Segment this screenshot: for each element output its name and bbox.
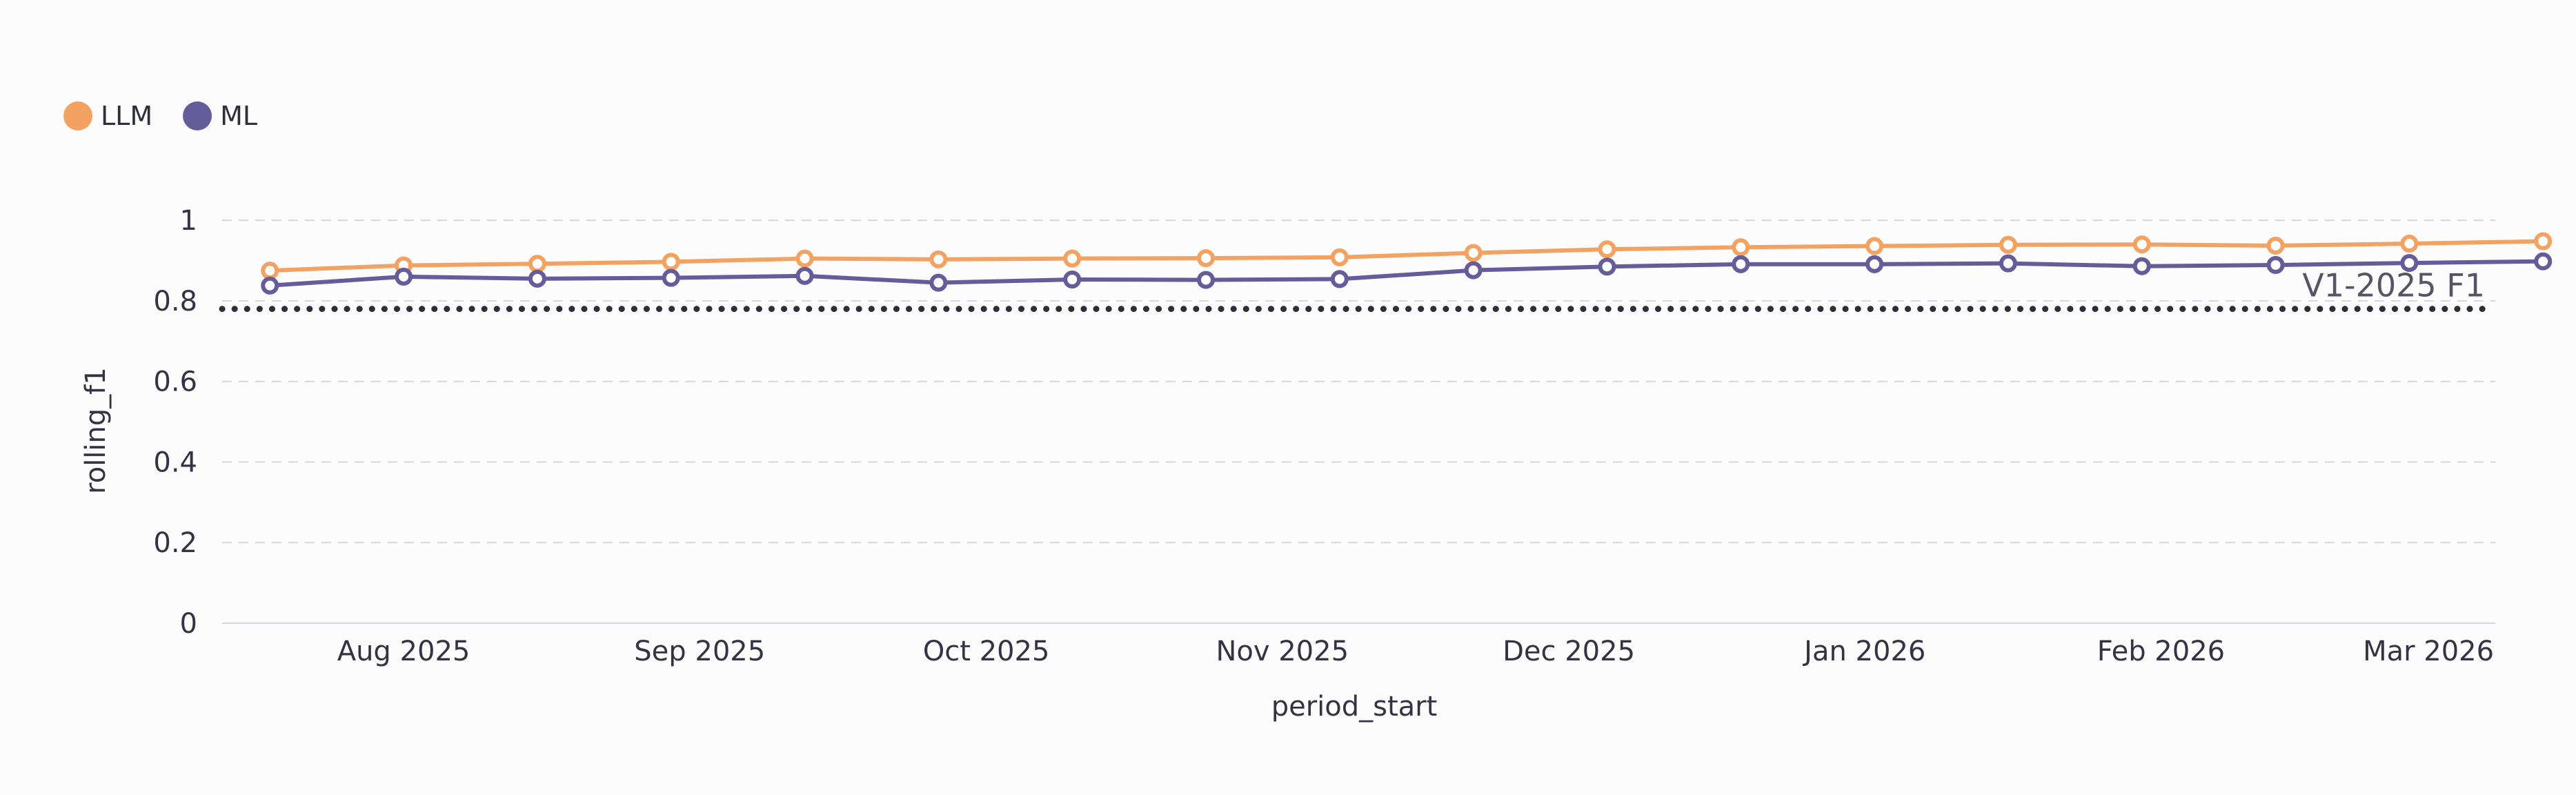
data-point-llm[interactable] <box>1999 235 2017 254</box>
x-axis-title: period_start <box>1271 691 1438 723</box>
data-point-llm[interactable] <box>662 253 680 271</box>
legend-swatch-llm-icon <box>63 101 92 130</box>
data-point-ml[interactable] <box>1464 261 1483 279</box>
legend-label-ml: ML <box>220 101 258 131</box>
y-tick-label: 0.4 <box>153 446 197 478</box>
series-llm <box>261 232 2553 280</box>
data-point-ml[interactable] <box>395 267 413 286</box>
x-tick-label: Dec 2025 <box>1503 636 1635 667</box>
y-tick-label: 0.6 <box>153 366 197 398</box>
data-point-ml[interactable] <box>1732 255 1750 273</box>
data-point-llm[interactable] <box>1732 238 1750 257</box>
data-point-llm[interactable] <box>2132 235 2151 254</box>
data-point-ml[interactable] <box>1330 270 1349 288</box>
data-point-ml[interactable] <box>929 273 948 292</box>
data-point-llm[interactable] <box>261 262 279 280</box>
data-point-llm[interactable] <box>1598 240 1616 259</box>
y-tick-label: 0 <box>180 608 197 640</box>
data-point-ml[interactable] <box>2400 254 2419 273</box>
x-tick-label: Mar 2026 <box>2363 636 2494 667</box>
data-point-ml[interactable] <box>795 266 814 285</box>
grid-layer <box>222 219 2495 544</box>
data-point-ml[interactable] <box>2534 252 2553 271</box>
data-point-ml[interactable] <box>1598 257 1616 276</box>
data-point-ml[interactable] <box>528 269 546 288</box>
data-point-llm[interactable] <box>1464 244 1483 262</box>
data-point-llm[interactable] <box>2400 235 2419 253</box>
data-point-llm[interactable] <box>929 250 948 268</box>
data-point-ml[interactable] <box>1865 255 1884 273</box>
legend-label-llm: LLM <box>101 101 153 131</box>
legend-item-ml[interactable]: ML <box>183 101 257 130</box>
x-tick-label: Aug 2025 <box>337 636 470 667</box>
data-point-llm[interactable] <box>1865 237 1884 255</box>
label-layer: V1-2025 F1 <box>2302 267 2485 304</box>
axis-layer: 0 0.2 0.4 0.6 0.8 1 Aug 2025 Sep 2025 Oct 2025 No… <box>80 205 2495 723</box>
x-tick-label: Sep 2025 <box>634 636 765 667</box>
x-tick-label: Jan 2026 <box>1802 636 1925 667</box>
data-point-llm[interactable] <box>1063 249 1082 268</box>
x-tick-label: Nov 2025 <box>1216 636 1349 667</box>
data-point-ml[interactable] <box>1063 271 1082 289</box>
series-ml <box>261 252 2553 295</box>
data-point-ml[interactable] <box>1196 271 1215 289</box>
data-point-llm[interactable] <box>2266 236 2285 255</box>
data-point-ml[interactable] <box>2266 255 2285 274</box>
data-point-ml[interactable] <box>1999 254 2017 273</box>
data-point-llm[interactable] <box>528 255 546 273</box>
y-tick-label: 1 <box>180 205 197 237</box>
reference-line-label: V1-2025 F1 <box>2302 267 2485 304</box>
data-point-llm[interactable] <box>1196 249 1215 268</box>
data-point-ml[interactable] <box>662 268 680 287</box>
y-tick-label: 0.8 <box>153 286 197 317</box>
data-point-llm[interactable] <box>2534 232 2553 251</box>
data-point-ml[interactable] <box>261 276 279 295</box>
y-axis-title: rolling_f1 <box>80 367 112 494</box>
series-layer <box>261 232 2553 295</box>
series-line-ml <box>268 259 2546 288</box>
x-tick-label: Oct 2025 <box>923 636 1050 667</box>
data-point-ml[interactable] <box>2132 257 2151 275</box>
data-point-llm[interactable] <box>795 249 814 268</box>
legend: LLM ML <box>63 101 257 130</box>
data-point-llm[interactable] <box>1330 248 1349 266</box>
y-tick-label: 0.2 <box>153 527 197 559</box>
legend-item-llm[interactable]: LLM <box>63 101 152 130</box>
x-tick-label: Feb 2026 <box>2097 636 2225 667</box>
series-line-llm <box>268 239 2546 273</box>
legend-swatch-ml-icon <box>183 101 212 130</box>
